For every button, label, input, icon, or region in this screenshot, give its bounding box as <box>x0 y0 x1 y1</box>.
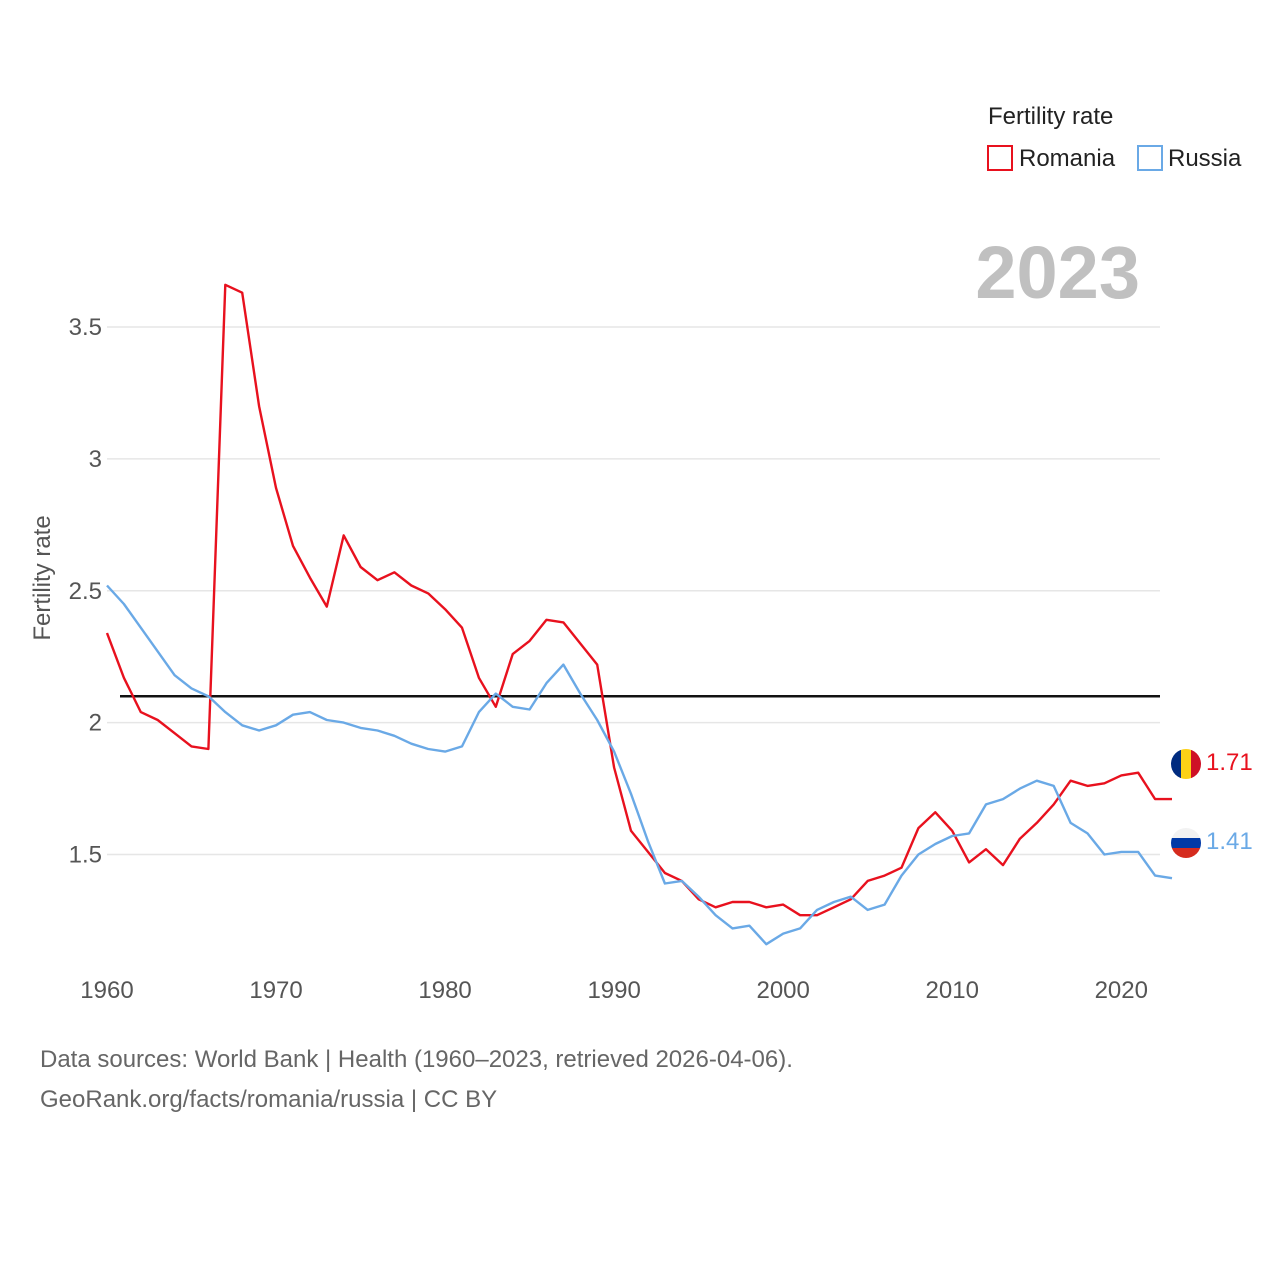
y-tick-label: 3 <box>89 446 102 473</box>
y-tick-label: 1.5 <box>69 842 102 869</box>
fertility-rate-chart: 1.5 2 2.5 3 3.5 1960 1970 1980 1990 2000 2010 2020… <box>29 103 1253 1004</box>
x-tick-label: 1960 <box>80 977 133 1004</box>
x-tick-label: 1980 <box>418 977 471 1004</box>
gridlines <box>107 326 1160 856</box>
legend-swatch-romania <box>987 145 1013 171</box>
legend-label-russia: Russia <box>1168 145 1242 172</box>
x-tick-label: 2020 <box>1095 977 1148 1004</box>
y-axis-title: Fertility rate <box>29 515 56 640</box>
data-source-note: Data sources: World Bank | Health (1960–… <box>40 1046 793 1073</box>
x-axis-ticks: 1960 1970 1980 1990 2000 2010 2020 <box>80 977 1148 1004</box>
legend-label-romania: Romania <box>1019 145 1116 172</box>
series-line-romania <box>105 283 1172 917</box>
legend-title: Fertility rate <box>988 103 1113 130</box>
y-axis-ticks: 1.5 2 2.5 3 3.5 <box>69 314 102 868</box>
y-tick-label: 2 <box>89 710 102 737</box>
y-tick-label: 2.5 <box>69 578 102 605</box>
romania-flag-icon <box>1171 749 1201 779</box>
end-value-russia: 1.41 <box>1206 828 1253 855</box>
y-tick-label: 3.5 <box>69 314 102 341</box>
attribution-note: GeoRank.org/facts/romania/russia | CC BY <box>40 1086 498 1113</box>
series-line-russia <box>106 584 1173 946</box>
end-value-romania: 1.71 <box>1206 749 1253 776</box>
x-tick-label: 2000 <box>756 977 809 1004</box>
x-tick-label: 2010 <box>926 977 979 1004</box>
x-tick-label: 1990 <box>587 977 640 1004</box>
legend: Fertility rate Romania Russia <box>987 103 1242 172</box>
legend-swatch-russia <box>1137 145 1163 171</box>
x-tick-label: 1970 <box>249 977 302 1004</box>
russia-flag-icon <box>1171 828 1201 858</box>
current-year-label: 2023 <box>975 231 1140 314</box>
